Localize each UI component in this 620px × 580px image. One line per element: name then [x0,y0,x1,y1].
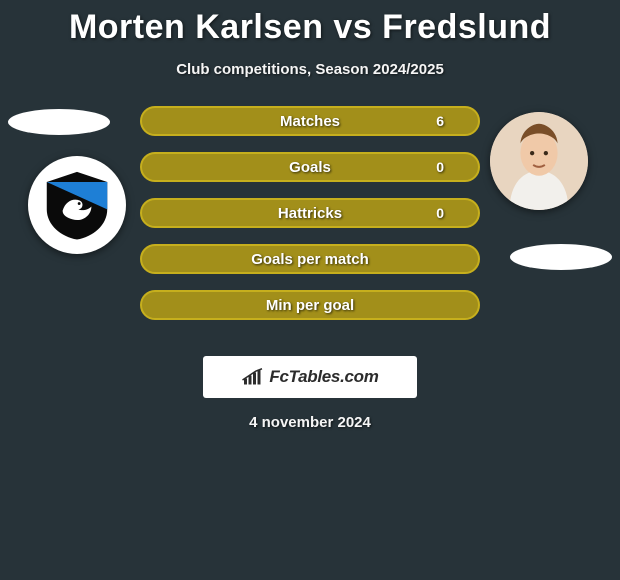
stat-bar-label: Goals per match [251,251,369,268]
bar-chart-icon [241,367,265,387]
stat-bar-label: Min per goal [266,297,354,314]
player-face-icon [490,112,588,210]
stat-bar: Hattricks 0 [140,198,480,228]
player-right-photo [490,112,588,210]
date-text: 4 november 2024 [0,414,620,431]
page-title: Morten Karlsen vs Fredslund [0,0,620,47]
stat-bar-value: 6 [436,113,444,129]
stat-bar-value: 0 [436,205,444,221]
player-left-badge [28,156,126,254]
page-subtitle: Club competitions, Season 2024/2025 [0,61,620,78]
stat-bar-label: Matches [280,113,340,130]
stat-bar: Goals per match [140,244,480,274]
club-crest-icon [41,169,113,241]
stat-bar: Matches 6 [140,106,480,136]
shadow-ellipse-left [8,109,110,135]
comparison-layout: Matches 6 Goals 0 Hattricks 0 Goals per match M… [0,106,620,346]
stat-bars: Matches 6 Goals 0 Hattricks 0 Goals per match M… [140,106,480,336]
stat-bar-label: Hattricks [278,205,342,222]
brand-badge[interactable]: FcTables.com [203,356,417,398]
stat-bar: Min per goal [140,290,480,320]
stat-bar-value: 0 [436,159,444,175]
shadow-ellipse-right [510,244,612,270]
stat-bar: Goals 0 [140,152,480,182]
brand-text: FcTables.com [269,367,378,387]
stat-bar-label: Goals [289,159,331,176]
